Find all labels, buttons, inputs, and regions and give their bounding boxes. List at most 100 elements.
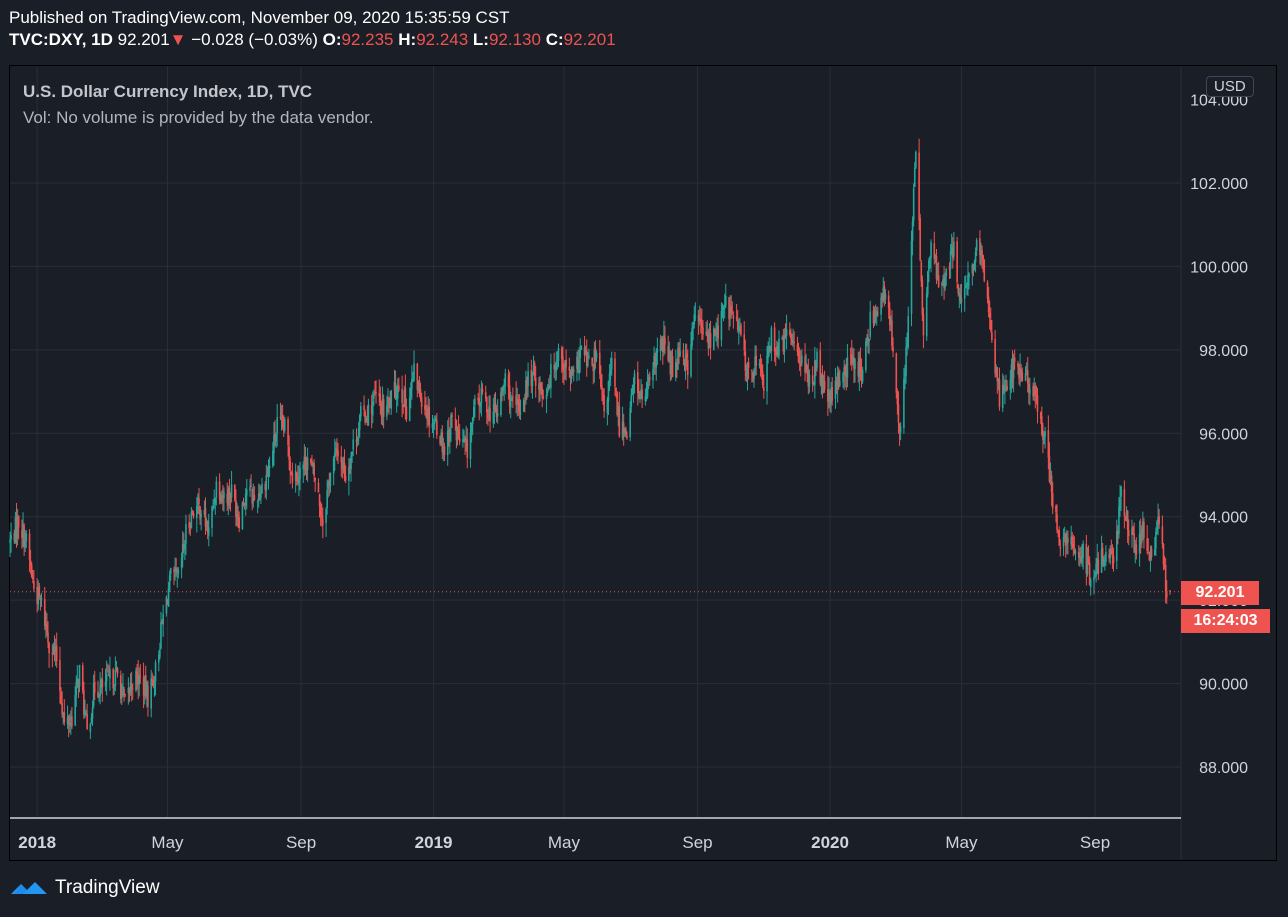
candle-body <box>852 357 854 364</box>
candle-body <box>989 320 992 331</box>
candle-body <box>770 328 773 351</box>
candle-body <box>1157 517 1159 522</box>
candle-body <box>143 677 146 695</box>
candle-body <box>1006 385 1008 391</box>
y-tick-label: 102.000 <box>1190 176 1248 193</box>
candle-body <box>600 374 602 388</box>
candle-body <box>1004 389 1006 391</box>
candle-body <box>769 346 772 352</box>
candle-body <box>13 532 16 542</box>
candle-body <box>303 456 306 463</box>
candle-body <box>921 279 924 316</box>
candle-body <box>413 363 415 381</box>
candle-body <box>146 683 148 697</box>
chart-frame[interactable] <box>9 65 1277 861</box>
candle-body <box>123 688 125 695</box>
candle-body <box>930 242 932 258</box>
candle-body <box>715 333 717 336</box>
candle-body <box>356 438 359 441</box>
candle-body <box>1001 384 1004 409</box>
candle-body <box>412 379 414 381</box>
candle-body <box>1149 550 1152 559</box>
candle-body <box>404 388 407 407</box>
candle-body <box>1131 527 1133 536</box>
candle-body <box>486 396 488 413</box>
candle-body <box>891 320 893 346</box>
candle-body <box>1139 532 1142 545</box>
currency-button[interactable]: USD <box>1206 76 1254 97</box>
candle-body <box>223 492 225 499</box>
candle-body <box>538 383 540 390</box>
last-price-tag: 92.201 <box>1181 581 1259 605</box>
candle-body <box>1117 530 1119 533</box>
candle-body <box>463 439 465 442</box>
candle-body <box>958 292 961 295</box>
candle-body <box>207 527 210 536</box>
candle-body <box>67 716 70 725</box>
candle-body <box>52 646 55 652</box>
candle-body <box>753 369 755 380</box>
candle-body <box>988 312 991 318</box>
footer[interactable]: TradingView <box>9 877 160 899</box>
candle-body <box>670 358 673 373</box>
candle-body <box>1066 537 1068 544</box>
candle-body <box>583 347 586 356</box>
candle-body <box>684 355 687 367</box>
candle-body <box>51 652 54 655</box>
candle-body <box>381 399 384 416</box>
footer-brand[interactable]: TradingView <box>55 877 160 898</box>
candle-body <box>532 364 535 375</box>
candle-body <box>1095 563 1097 576</box>
candle-body <box>124 693 126 695</box>
candle-body <box>63 712 66 723</box>
candle-body <box>54 645 57 653</box>
candle-body <box>9 539 11 543</box>
candle-body <box>563 370 565 372</box>
candle-body <box>1102 560 1105 566</box>
candle-body <box>136 671 138 676</box>
candle-body <box>135 670 137 691</box>
candle-body <box>199 506 201 520</box>
candle-body <box>648 376 651 380</box>
candle-body <box>488 406 490 416</box>
candle-body <box>245 489 248 496</box>
candle-body <box>213 503 215 505</box>
candle-body <box>679 351 681 356</box>
candle-body <box>396 385 399 399</box>
candle-body <box>441 432 444 452</box>
candle-body <box>766 355 768 392</box>
candle-body <box>433 422 436 424</box>
candle-body <box>928 260 930 272</box>
x-tick-label: Sep <box>1080 833 1110 852</box>
candle-body <box>1010 364 1013 382</box>
candle-body <box>375 392 377 394</box>
candle-body <box>1142 521 1144 531</box>
candle-body <box>948 266 951 270</box>
candle-body <box>283 418 286 431</box>
candle-body <box>720 311 723 341</box>
candle-body <box>767 345 769 358</box>
candle-body <box>524 399 526 402</box>
candle-body <box>973 260 976 266</box>
candle-body <box>1009 379 1012 390</box>
candle-body <box>702 327 704 335</box>
candle-body <box>618 405 621 437</box>
candle-body <box>289 460 292 472</box>
candle-body <box>287 419 289 446</box>
candle-body <box>142 677 145 696</box>
candle-body <box>367 404 370 426</box>
candle-body <box>22 524 24 537</box>
candle-body <box>781 337 784 340</box>
candle-body <box>205 523 208 527</box>
candle-body <box>519 413 522 415</box>
candle-body <box>747 362 750 368</box>
candle-body <box>227 489 230 506</box>
candle-body <box>676 363 678 368</box>
candle-body <box>693 314 696 325</box>
candle-body <box>888 308 891 326</box>
candle-body <box>898 423 901 432</box>
candle-body <box>998 379 1001 407</box>
candle-body <box>185 524 187 544</box>
candle-body <box>1124 517 1127 519</box>
